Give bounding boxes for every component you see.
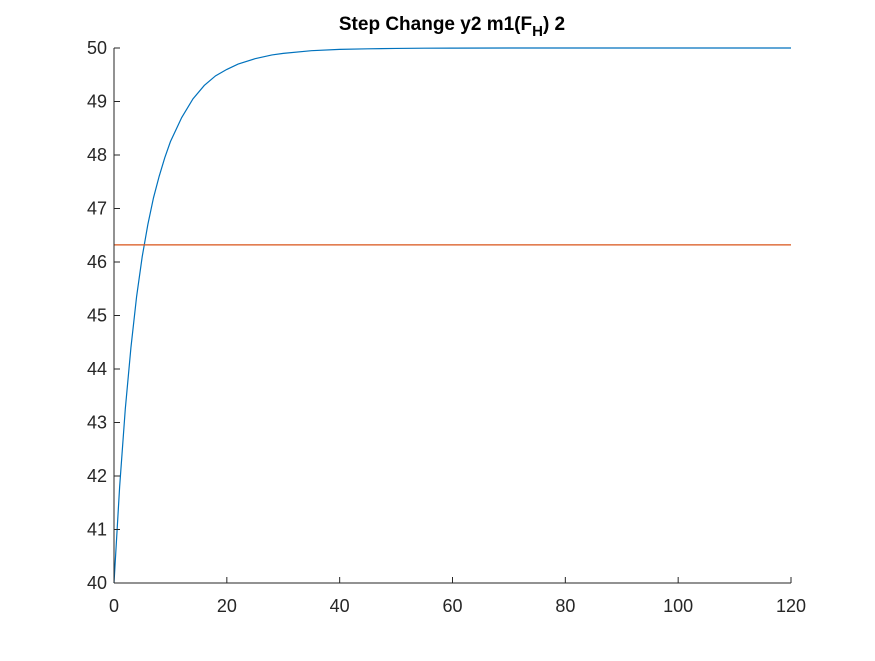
x-tick-label: 80 — [555, 596, 575, 616]
y-tick-label: 48 — [87, 145, 107, 165]
y-ticks: 40 41 42 43 44 45 46 47 48 49 50 — [87, 38, 120, 593]
y-tick-label: 49 — [87, 92, 107, 112]
y-tick-label: 40 — [87, 573, 107, 593]
y-tick-label: 47 — [87, 199, 107, 219]
y-tick-label: 46 — [87, 252, 107, 272]
y-tick-label: 42 — [87, 466, 107, 486]
x-tick-label: 100 — [663, 596, 693, 616]
y-tick-label: 43 — [87, 413, 107, 433]
chart-title-subscript: H — [532, 23, 543, 40]
x-tick-label: 0 — [109, 596, 119, 616]
x-tick-label: 40 — [330, 596, 350, 616]
series-layer — [113, 47, 791, 584]
x-ticks: 0 20 40 60 80 100 120 — [109, 577, 806, 616]
y-tick-label: 45 — [87, 306, 107, 326]
chart-title-suffix: ) 2 — [543, 14, 565, 35]
chart-title-main: Step Change y2 m1(F — [339, 14, 532, 35]
chart-title: Step Change y2 m1(FH) 2 — [339, 14, 565, 40]
y-tick-label: 41 — [87, 520, 107, 540]
x-tick-label: 120 — [776, 596, 806, 616]
x-tick-label: 20 — [217, 596, 237, 616]
series-line-1 — [113, 47, 791, 584]
y-tick-label: 50 — [87, 38, 107, 58]
y-tick-label: 44 — [87, 359, 107, 379]
x-tick-label: 60 — [442, 596, 462, 616]
plot-area — [114, 48, 791, 583]
